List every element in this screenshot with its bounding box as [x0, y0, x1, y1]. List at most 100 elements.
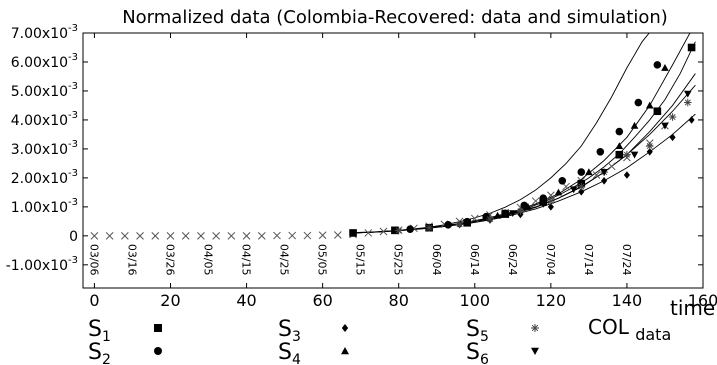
date-label: 03/06 [87, 244, 100, 276]
plot-frame [82, 32, 704, 289]
observed-point [181, 231, 190, 240]
series-point-S5 [516, 207, 525, 216]
series-point-S1 [687, 43, 696, 52]
y-tick-label: 2.00x10-3 [11, 168, 78, 187]
observed-point [151, 231, 160, 240]
series-point-S3 [688, 116, 695, 124]
date-annotations: 03/06 03/16 03/26 04/05 04/15 04/25 05/05 05/15… [87, 244, 633, 276]
date-label: 05/25 [392, 244, 405, 276]
legend-marker-S3 [341, 324, 349, 332]
series-point-S1 [615, 150, 624, 159]
legend-marker-S1 [154, 324, 162, 332]
series-point-S5 [577, 182, 586, 191]
series-point-S4 [615, 142, 624, 150]
observed-point [379, 227, 388, 236]
date-label: 05/15 [354, 244, 367, 276]
series-point-S5 [394, 226, 403, 235]
y-tick-label: 4.00x10-3 [11, 110, 78, 129]
series-point-S6 [539, 200, 548, 208]
observed-point [303, 231, 312, 240]
observed-point [90, 231, 99, 240]
series-point-S2 [577, 168, 586, 176]
x-tick-label: 0 [89, 291, 99, 310]
x-tick-label: 60 [312, 291, 332, 310]
x-tick-label: 160 [688, 291, 717, 310]
series-point-S5 [486, 215, 494, 223]
observed-point [273, 231, 281, 240]
series-point-S4 [585, 168, 593, 176]
series-point-S2 [653, 61, 662, 69]
date-label: 06/24 [506, 244, 519, 276]
y-tick-label: 7.00x10-3 [11, 23, 78, 42]
series-point-S3 [578, 187, 585, 196]
simulation-markers [349, 43, 696, 237]
date-label: 04/05 [202, 244, 215, 276]
series-point-S3 [623, 171, 630, 179]
x-axis-label: time [670, 296, 715, 320]
series-point-S4 [524, 203, 532, 210]
observed-point [364, 229, 373, 237]
series-point-S6 [509, 210, 517, 218]
series-point-S2 [539, 194, 548, 202]
observed-point [105, 231, 114, 240]
series-point-S2 [406, 225, 414, 233]
series-point-S2 [501, 209, 510, 218]
series-point-S4 [661, 63, 669, 71]
series-point-S5 [668, 113, 677, 121]
series-point-S6 [569, 186, 578, 194]
observed-point [242, 231, 251, 240]
x-tick-label: 80 [389, 291, 409, 310]
series-point-S2 [558, 176, 567, 185]
legend-label-observed: COL data [588, 315, 671, 344]
x-tick-label: 40 [236, 291, 256, 310]
series-point-S5 [425, 223, 433, 232]
series-line-S5 [353, 84, 696, 234]
series-point-S5 [645, 142, 654, 150]
series-point-S4 [463, 218, 471, 226]
series-point-S3 [669, 133, 676, 142]
observed-point [531, 197, 540, 205]
observed-point [607, 162, 616, 171]
date-label: 03/16 [125, 244, 138, 276]
series-point-S6 [630, 151, 639, 159]
legend-marker-S5 [531, 324, 539, 332]
series-point-S3 [646, 148, 653, 156]
legend-marker-S2 [154, 347, 162, 355]
series-point-S6 [683, 90, 692, 98]
series-point-S2 [596, 148, 605, 156]
y-tick-label: 1.00x10-3 [11, 197, 78, 216]
series-point-S1 [653, 107, 662, 116]
series-point-S1 [349, 229, 357, 237]
series-point-S6 [600, 169, 608, 176]
observed-point [318, 231, 327, 240]
legend-marker-S4 [341, 347, 349, 355]
series-point-S4 [630, 121, 639, 129]
y-tick-label: 5.00x10-3 [11, 81, 78, 100]
series-point-S1 [391, 226, 399, 235]
y-tick-label: -1.00x10-3 [6, 255, 78, 274]
series-point-S3 [601, 176, 608, 185]
series-point-S2 [634, 98, 643, 107]
series-point-S5 [623, 150, 631, 159]
y-axis: -1.00x10-3 0 1.00x10-3 2.00x10-3 3.00x10-3 4.… [6, 23, 703, 274]
x-tick-label: 20 [160, 291, 180, 310]
x-tick-label: 140 [612, 291, 643, 310]
series-point-S5 [547, 197, 555, 205]
date-label: 03/26 [163, 244, 176, 276]
chart-title: Normalized data (Colombia-Recovered: dat… [122, 7, 668, 28]
y-tick-label: 3.00x10-3 [11, 139, 78, 158]
series-point-S4 [493, 211, 502, 219]
observed-point [166, 231, 175, 240]
series-point-S5 [683, 98, 692, 107]
observed-point [212, 231, 220, 240]
legend-marker-S6 [531, 347, 539, 355]
date-label: 07/24 [620, 244, 633, 276]
observed-point [120, 231, 129, 240]
observed-point [470, 214, 479, 223]
series-line-S4 [353, 33, 691, 234]
series-point-S2 [444, 221, 452, 229]
observed-point [288, 231, 297, 240]
y-tick-label: 6.00x10-3 [11, 52, 78, 71]
